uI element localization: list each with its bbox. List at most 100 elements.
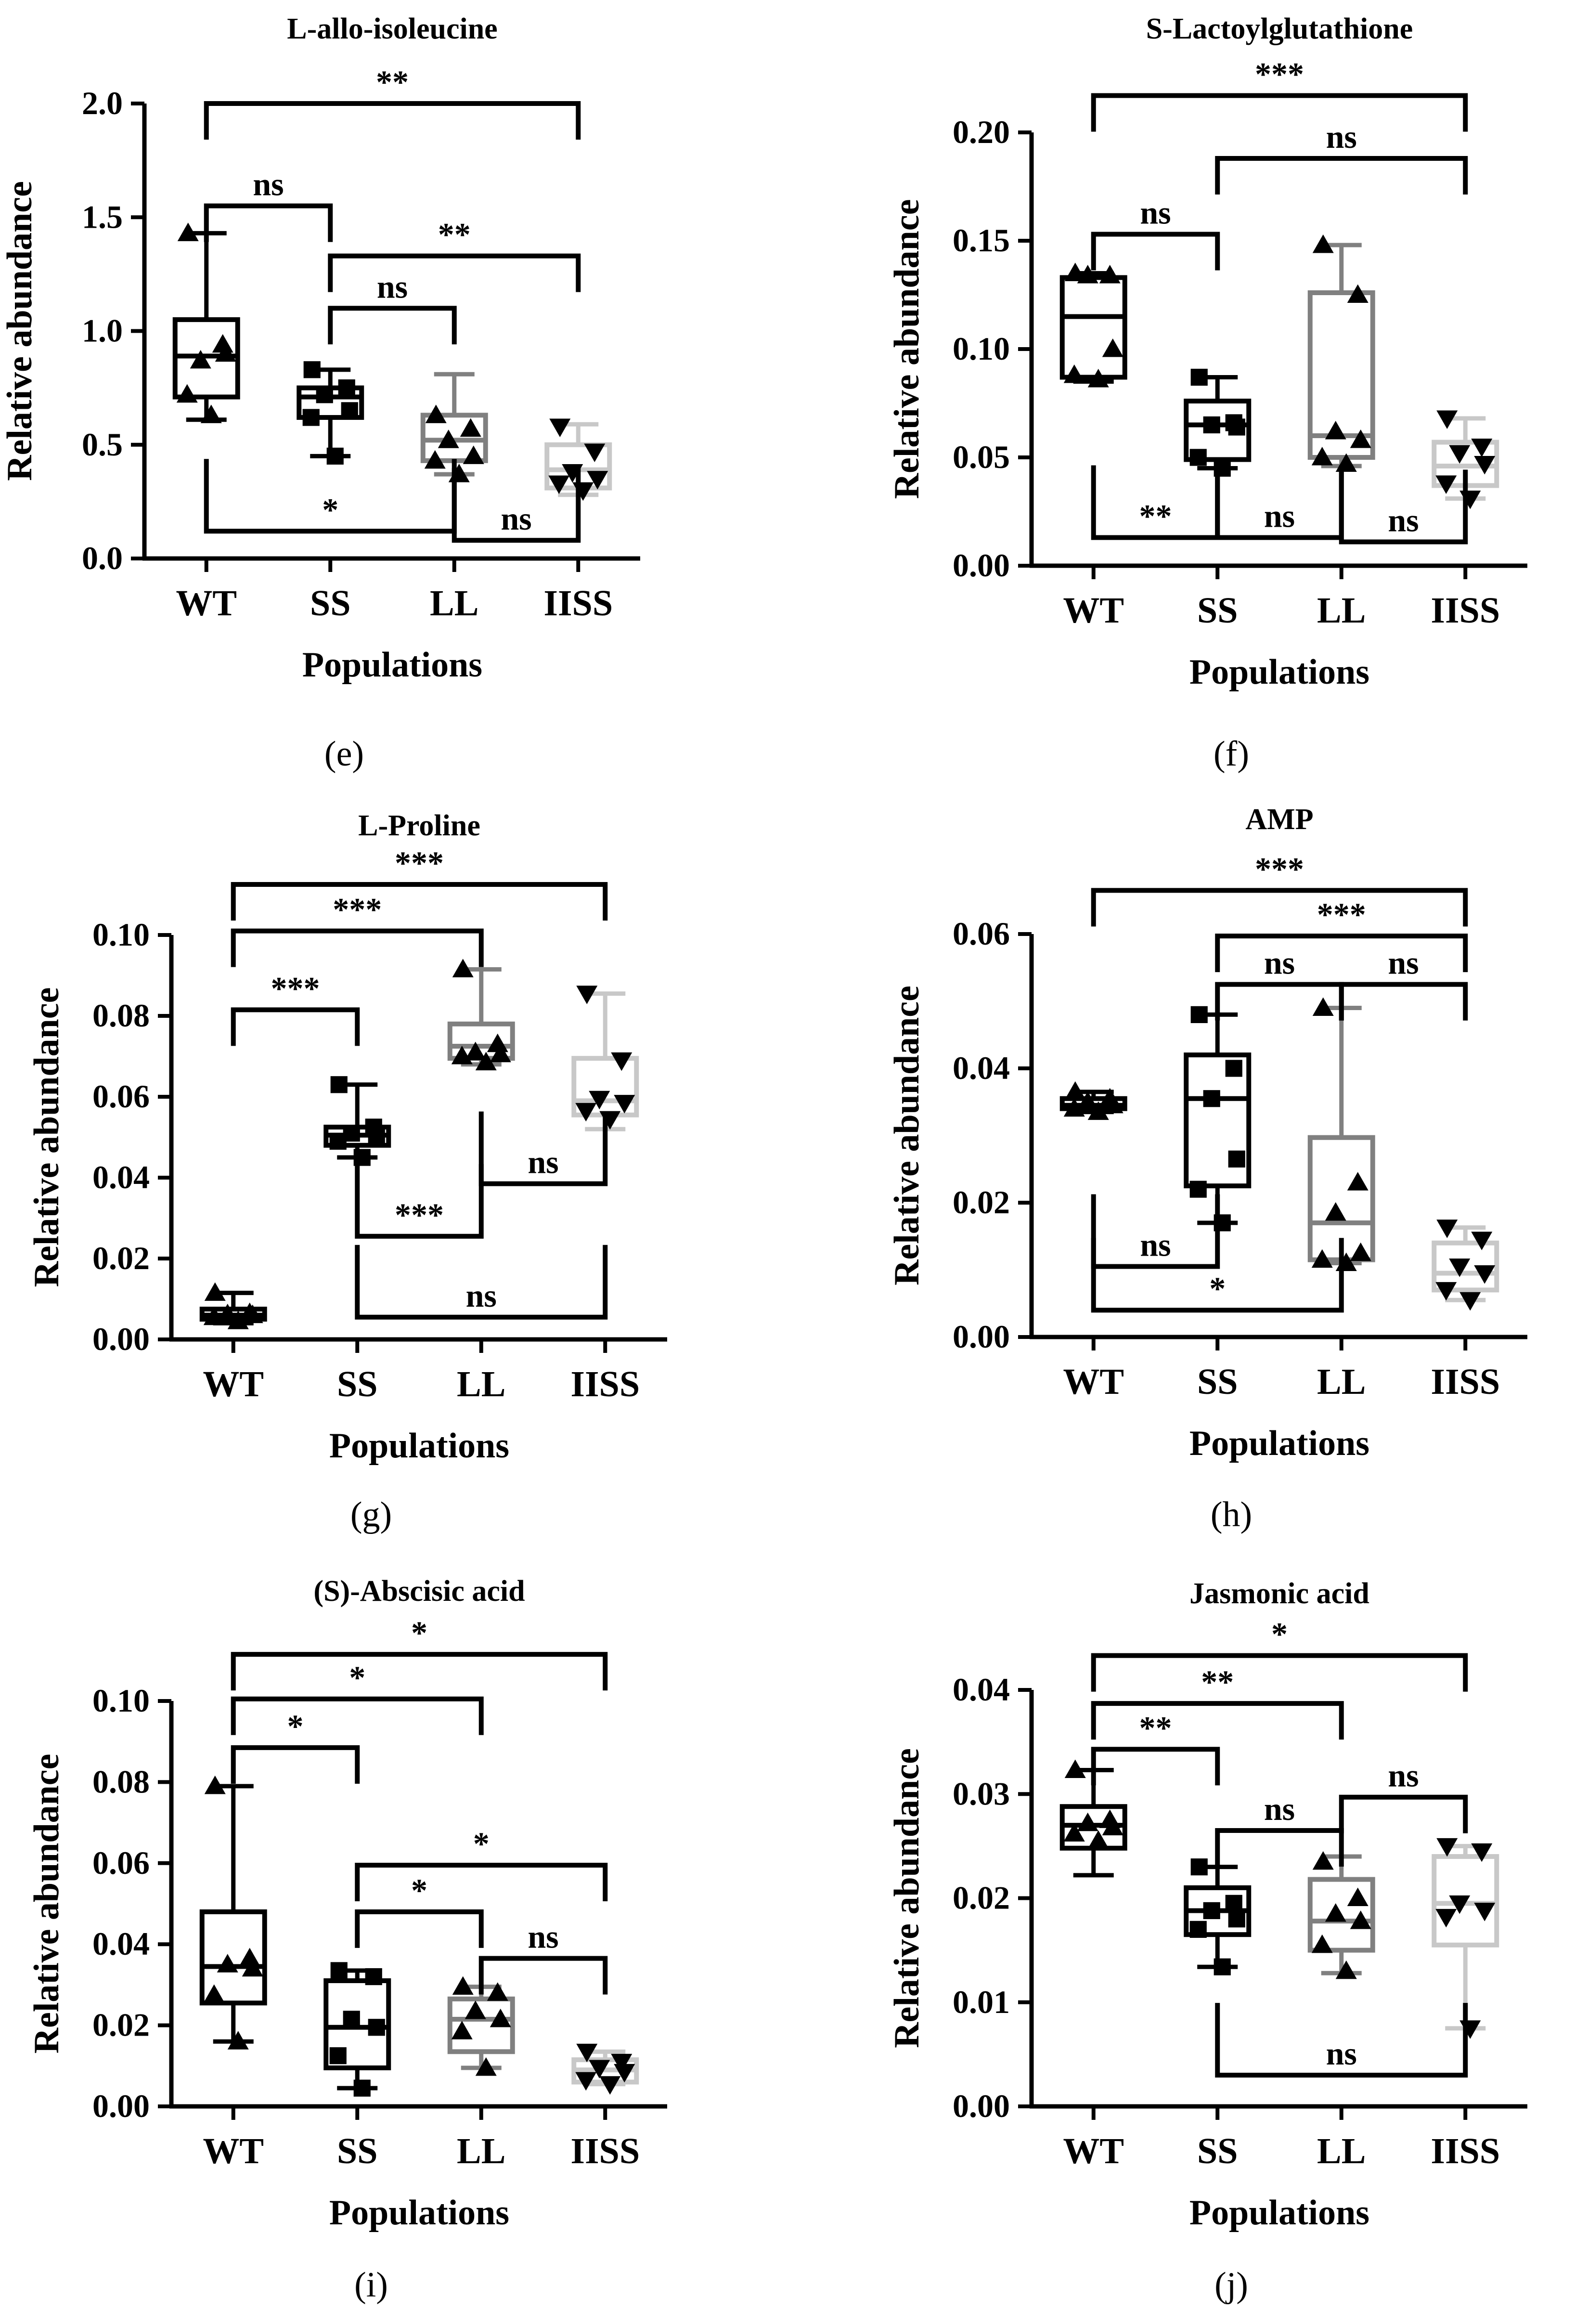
x-axis-title: Populations [1189, 1424, 1369, 1463]
y-tick-label: 0.02 [92, 2007, 150, 2043]
y-tick-label: 0.08 [92, 1763, 150, 1800]
x-tick-label: SS [310, 583, 351, 623]
data-point [190, 350, 211, 369]
data-point [1474, 1265, 1496, 1284]
box-iiss [1432, 1844, 1499, 2031]
data-point [1474, 1902, 1496, 1922]
y-tick-label: 0.04 [92, 1925, 150, 1962]
bracket-line [1215, 2003, 1468, 2078]
data-point [200, 404, 222, 423]
y-tick-label: 0.0 [82, 540, 123, 576]
significance-label: ns [377, 268, 408, 305]
bracket-line [1091, 1701, 1344, 1740]
significance-label: ns [1388, 502, 1419, 539]
data-point [1203, 1902, 1220, 1920]
y-tick-label: 0.5 [82, 426, 123, 463]
data-point [1325, 421, 1346, 440]
data-point [177, 222, 199, 241]
bracket-line [1215, 934, 1468, 973]
data-point [465, 2000, 486, 2019]
significance-label: *** [1255, 850, 1304, 887]
significance-label: *** [395, 1196, 444, 1233]
data-point [611, 1052, 633, 1071]
bracket-line [1091, 1238, 1344, 1313]
bracket-line [1215, 156, 1468, 195]
data-point [1347, 1887, 1369, 1906]
bracket-line [478, 1956, 608, 1995]
data-point [368, 1127, 385, 1144]
bracket-line [355, 1863, 608, 1902]
data-point [227, 1311, 249, 1329]
data-point [316, 386, 333, 403]
y-tick-label: 1.5 [82, 198, 123, 235]
chart-panel-h: AMP 0.00 0.02 0.04 0.06 WT SS LL IISS Populations… [887, 803, 1527, 1534]
data-point [1189, 449, 1207, 466]
panel-caption: (e) [324, 734, 364, 774]
x-tick-label: SS [1197, 2131, 1238, 2171]
y-axis-title: Relative abundance [27, 987, 66, 1287]
y-tick-label: 0.02 [92, 1240, 150, 1276]
y-tick-label: 0.10 [92, 916, 150, 953]
significance-bracket: ns [1215, 2003, 1468, 2078]
data-point [1190, 368, 1208, 386]
data-point [1087, 369, 1109, 388]
data-point [1189, 1921, 1207, 1938]
data-point [614, 1095, 635, 1114]
bracket-line [231, 1652, 608, 1691]
significance-bracket: *** [231, 844, 608, 921]
data-point [589, 2060, 610, 2079]
significance-bracket: ** [1091, 465, 1220, 540]
bracket-line [355, 1164, 484, 1239]
data-point [1471, 1843, 1493, 1862]
significance-bracket: ns [1091, 1194, 1220, 1269]
data-point [1228, 1150, 1245, 1168]
significance-label: * [411, 1872, 427, 1909]
x-tick-label: SS [337, 1364, 378, 1404]
data-point [1077, 265, 1098, 284]
y-tick-label: 0.00 [953, 547, 1010, 584]
panel-caption: (i) [354, 2265, 388, 2305]
data-point [1335, 1960, 1357, 1979]
significance-label: ** [376, 64, 409, 100]
data-point [1311, 1934, 1333, 1953]
y-tick-label: 0.04 [953, 1671, 1010, 1708]
significance-bracket: ns [1215, 1791, 1344, 1867]
bracket-line [1091, 1747, 1220, 1786]
data-point [365, 1968, 382, 1986]
significance-label: *** [1317, 896, 1366, 933]
x-tick-label: IISS [1431, 1362, 1500, 1402]
significance-label: *** [395, 844, 444, 881]
significance-label: * [411, 1614, 427, 1651]
data-point [599, 1111, 621, 1130]
bracket-line [452, 468, 581, 543]
x-tick-label: LL [430, 583, 478, 623]
significance-label: ** [1139, 498, 1172, 534]
significance-bracket: * [1091, 1616, 1468, 1692]
y-tick-label: 0.00 [92, 2088, 150, 2124]
data-point [329, 1132, 347, 1150]
data-point [1228, 1910, 1245, 1928]
data-point [463, 445, 484, 464]
data-point [589, 1091, 610, 1110]
chart-title: S-Lactoylglutathione [1146, 13, 1413, 45]
significance-label: * [349, 1659, 365, 1696]
x-tick-label: IISS [1431, 590, 1500, 631]
data-point [425, 404, 447, 423]
data-point [239, 1947, 260, 1967]
y-axis-title: Relative abundance [887, 1748, 927, 2048]
bracket-line [1215, 1828, 1344, 1867]
y-tick-label: 0.10 [953, 330, 1010, 367]
data-point [1311, 447, 1333, 466]
data-point [1449, 1895, 1471, 1914]
y-tick-label: 0.06 [92, 1078, 150, 1115]
data-point [204, 1775, 226, 1794]
x-axis-title: Populations [329, 1426, 509, 1466]
significance-label: ** [1139, 1709, 1172, 1746]
data-point [576, 986, 598, 1004]
significance-label: ** [438, 216, 471, 253]
x-tick-label: IISS [570, 2131, 640, 2171]
data-point [176, 384, 198, 403]
data-point [584, 443, 606, 462]
x-tick-label: IISS [1431, 2131, 1500, 2171]
bracket-line [1339, 982, 1468, 1021]
